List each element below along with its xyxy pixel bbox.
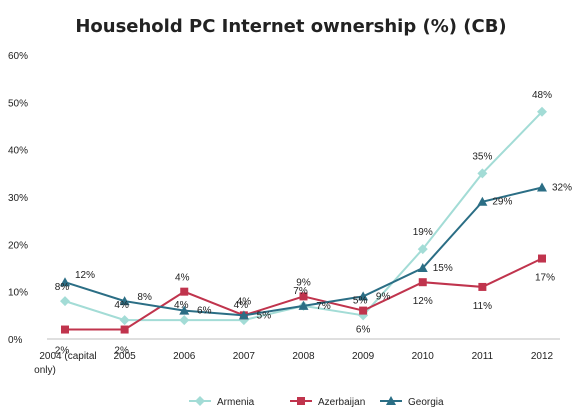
data-label-armenia: 5% [353,295,368,306]
data-point-georgia [477,196,488,206]
x-tick-label: 2007 [233,351,256,362]
data-point-georgia [179,305,190,315]
chart-title: Household PC Internet ownership (%) (CB) [75,16,506,37]
data-point-armenia [119,315,130,326]
y-tick-label: 20% [8,240,28,251]
data-label-armenia: 4% [174,300,189,311]
y-axis: 0% 10% 20% 30% 40% 50% 60% [8,51,560,346]
data-point-azerbaijan [299,292,308,301]
data-point-azerbaijan [418,278,427,287]
data-point-armenia [60,296,70,307]
data-label-georgia: 12% [75,270,95,281]
x-tick-label: 2010 [412,351,435,362]
data-label-armenia: 7% [293,286,308,297]
data-point-armenia [477,168,488,179]
data-point-georgia [60,277,70,287]
x-axis: 2004 (capital only) 2005 2006 2007 2008 2009 20… [34,351,553,376]
data-point-azerbaijan [359,306,368,315]
data-point-georgia [537,182,547,192]
data-label-azerbaijan: 6% [356,325,371,336]
y-tick-label: 10% [8,288,28,299]
data-label-armenia: 4% [234,300,249,311]
data-label-azerbaijan: 12% [413,296,433,307]
data-label-armenia: 8% [55,282,70,293]
data-label-georgia: 29% [492,197,512,208]
data-point-azerbaijan [180,287,189,296]
x-tick-label: 2009 [352,351,375,362]
series-group [60,106,547,334]
legend-marker-armenia [195,396,205,406]
data-point-armenia [537,106,547,117]
data-label-georgia: 8% [137,292,152,303]
data-label-georgia: 9% [376,291,391,302]
data-label-georgia: 6% [197,306,212,317]
data-point-georgia [417,263,428,272]
data-point-azerbaijan [538,254,546,263]
legend: Armenia Azerbaijan Georgia [189,396,444,408]
data-label-georgia: 5% [257,310,272,321]
y-tick-label: 0% [8,335,23,346]
x-tick-label: 2006 [173,351,196,362]
data-point-georgia [238,310,249,320]
x-tick-label: 2005 [114,351,137,362]
data-label-azerbaijan: 2% [55,346,70,357]
y-tick-label: 50% [8,98,28,109]
x-tick-label: 2011 [472,351,494,362]
data-point-azerbaijan [61,325,69,334]
legend-label-georgia: Georgia [408,397,444,408]
data-point-azerbaijan [120,325,129,334]
data-label-azerbaijan: 4% [175,273,190,284]
data-point-armenia [179,315,190,326]
x-tick-label: 2012 [531,351,554,362]
data-label-azerbaijan: 11% [473,301,492,312]
legend-marker-azerbaijan [297,397,305,405]
data-label-georgia: 15% [433,263,453,274]
data-label-georgia: 32% [552,183,572,194]
data-point-georgia [358,291,369,301]
data-label-azerbaijan: 2% [114,346,129,357]
data-point-armenia [417,244,428,255]
data-label-azerbaijan: 4% [237,296,252,307]
y-tick-label: 40% [8,146,28,157]
y-tick-label: 60% [8,51,28,62]
data-label-armenia: 48% [532,90,552,101]
y-tick-label: 30% [8,193,28,204]
x-tick-label: 2008 [292,351,315,362]
data-label-georgia: 7% [316,301,331,312]
data-point-georgia [298,300,309,310]
data-point-georgia [119,296,130,306]
x-tick-label: 2004 (capital only) [34,351,96,376]
data-point-azerbaijan [478,282,487,291]
data-label-azerbaijan: 9% [296,277,311,288]
data-label-armenia: 4% [114,300,129,311]
legend-label-armenia: Armenia [217,397,255,408]
data-labels: 8%4% 4% 4%7%5%19%35%48%2% 2%4%4%9%6%12% 11%1… [55,90,572,357]
x-tick-label-line: only) [34,365,56,376]
legend-label-azerbaijan: Azerbaijan [318,397,365,408]
legend-marker-georgia [386,396,396,405]
data-label-armenia: 35% [472,151,492,162]
x-tick-label-line: 2004 (capital [39,351,96,362]
data-label-azerbaijan: 17% [535,273,555,284]
data-label-armenia: 19% [413,227,433,238]
